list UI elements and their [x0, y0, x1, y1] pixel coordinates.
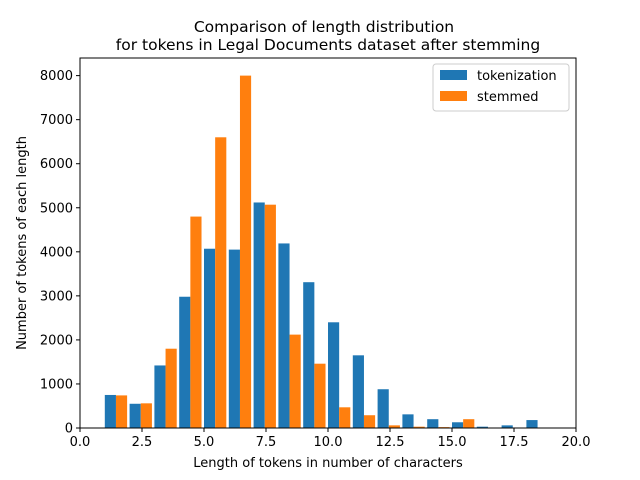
- x-tick-label: 2.5: [132, 435, 153, 450]
- bar-tokenization-16: [476, 426, 488, 428]
- y-tick-label: 3000: [40, 289, 73, 304]
- bar-tokenization-5: [204, 248, 216, 428]
- bar-tokenization-17: [501, 425, 513, 428]
- x-tick-label: 15.0: [438, 435, 467, 450]
- bar-tokenization-6: [228, 249, 240, 428]
- x-tick-label: 10.0: [314, 435, 343, 450]
- x-tick-label: 0.0: [70, 435, 91, 450]
- legend-label-tokenization: tokenization: [477, 69, 557, 84]
- bar-tokenization-2: [129, 403, 141, 428]
- x-tick-label: 12.5: [376, 435, 405, 450]
- x-tick-label: 7.5: [256, 435, 277, 450]
- bar-tokenization-4: [179, 296, 191, 428]
- bar-stemmed-10: [339, 407, 351, 428]
- legend: tokenization stemmed: [432, 63, 570, 112]
- bar-stemmed-5: [215, 137, 227, 429]
- legend-label-stemmed: stemmed: [477, 90, 538, 105]
- x-axis-title: Length of tokens in number of characters: [193, 456, 463, 471]
- bar-tokenization-10: [328, 322, 340, 428]
- bar-tokenization-18: [526, 420, 538, 428]
- bar-tokenization-3: [154, 365, 166, 428]
- y-tick-label: 7000: [40, 113, 73, 128]
- bar-stemmed-6: [239, 75, 252, 429]
- bar-tokenization-7: [253, 202, 265, 428]
- bar-tokenization-13: [402, 414, 414, 428]
- y-axis: 0 1000 2000 3000 4000 5000 6000 7000 8000: [40, 69, 80, 437]
- x-tick-label: 5.0: [194, 435, 215, 450]
- y-tick-label: 6000: [40, 157, 73, 172]
- bar-tokenization-15: [452, 422, 464, 428]
- legend-swatch-stemmed: [440, 91, 467, 101]
- bar-stemmed-8: [289, 334, 301, 428]
- bar-tokenization-14: [427, 419, 439, 428]
- y-tick-label: 0: [65, 422, 73, 437]
- bars-layer: [104, 75, 538, 429]
- bar-stemmed-15: [463, 419, 475, 428]
- bar-stemmed-3: [165, 348, 177, 428]
- y-axis-title: Number of tokens of each length: [15, 136, 30, 350]
- x-tick-label: 17.5: [500, 435, 529, 450]
- bar-tokenization-1: [104, 394, 116, 428]
- legend-swatch-tokenization: [440, 70, 467, 80]
- bar-stemmed-7: [264, 204, 276, 428]
- x-axis: 0.0 2.5 5.0 7.5 10.0 12.5 15.0 17.5 20.0: [70, 428, 591, 450]
- y-tick-label: 1000: [40, 377, 73, 392]
- y-tick-label: 4000: [40, 245, 73, 260]
- bar-tokenization-12: [377, 389, 389, 428]
- y-tick-label: 5000: [40, 201, 73, 216]
- chart-title-line-2: for tokens in Legal Documents dataset af…: [116, 36, 540, 54]
- y-tick-label: 2000: [40, 333, 73, 348]
- bar-stemmed-2: [140, 403, 152, 428]
- bar-tokenization-8: [278, 243, 290, 428]
- y-tick-label: 8000: [40, 69, 73, 84]
- bar-stemmed-9: [314, 363, 326, 428]
- bar-stemmed-11: [363, 415, 376, 428]
- chart-title-line-1: Comparison of length distribution: [194, 18, 454, 36]
- bar-stemmed-12: [388, 425, 400, 428]
- bar-stemmed-1: [115, 395, 128, 428]
- bar-tokenization-9: [303, 282, 315, 428]
- bar-stemmed-13: [413, 426, 425, 428]
- bar-stemmed-4: [190, 216, 202, 428]
- x-tick-label: 20.0: [562, 435, 591, 450]
- bar-tokenization-11: [352, 355, 364, 428]
